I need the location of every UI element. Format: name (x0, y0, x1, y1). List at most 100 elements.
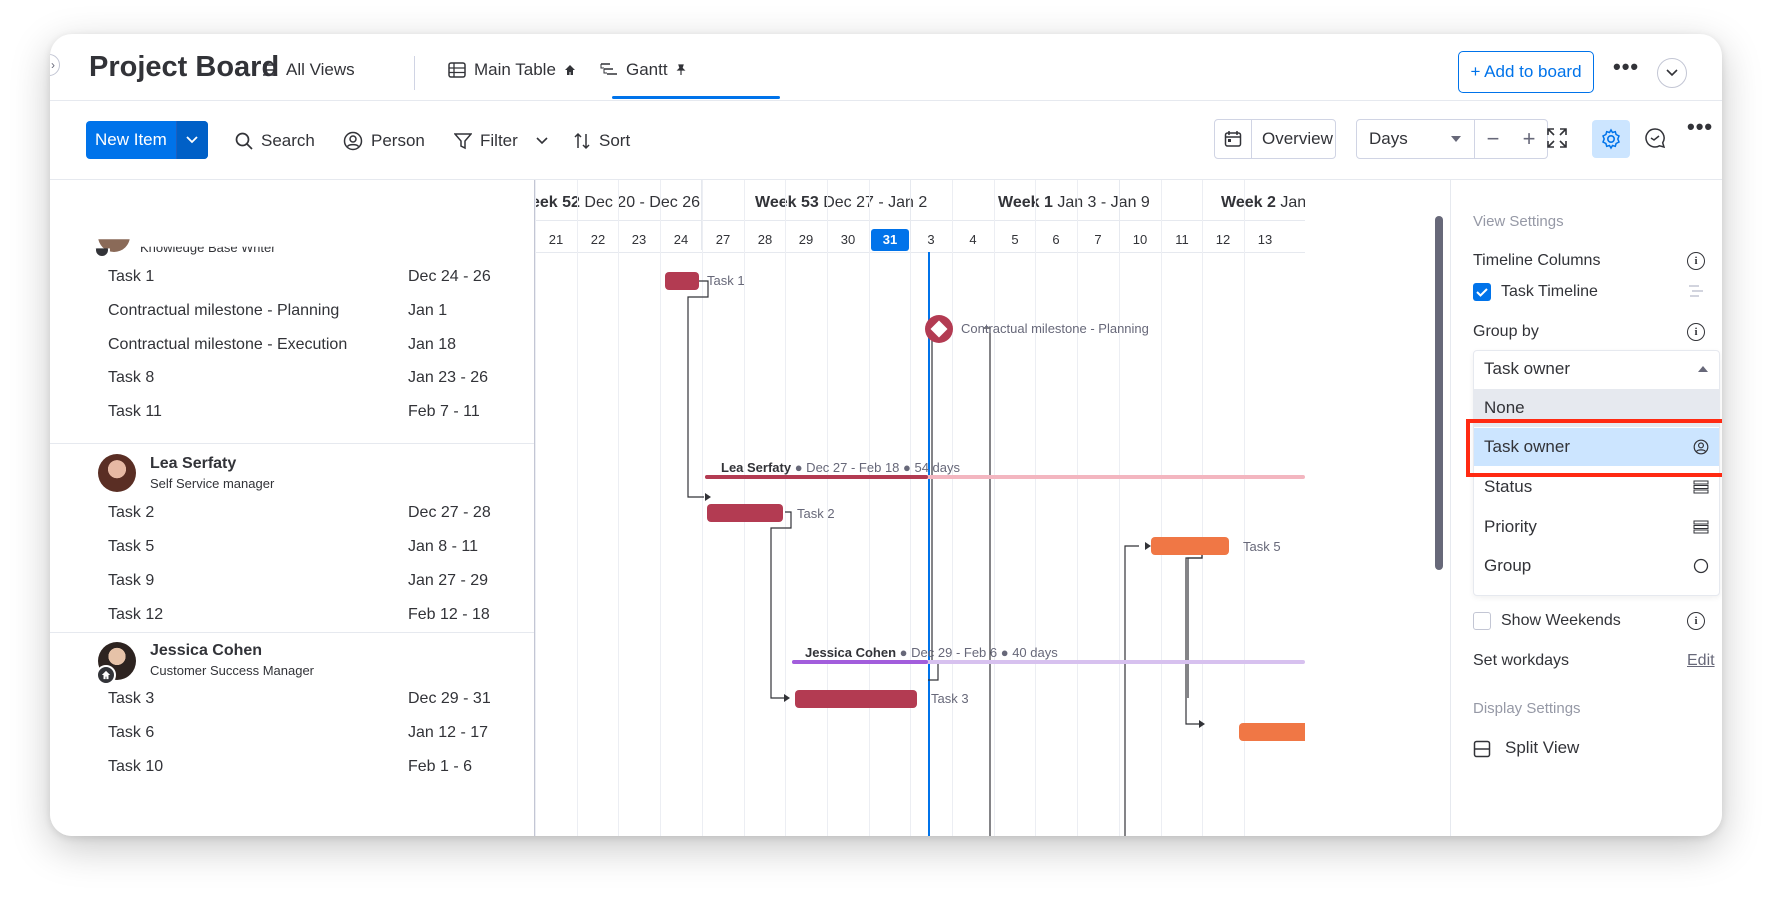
info-icon[interactable]: i (1687, 323, 1705, 341)
week-number: Week 2 (1221, 194, 1276, 211)
group-by-option-group[interactable]: Group (1474, 547, 1719, 585)
task-bar[interactable] (707, 504, 783, 522)
task-row[interactable]: Task 2 Dec 27 - 28 (108, 498, 508, 528)
tab-all-views[interactable]: All Views (262, 54, 355, 86)
task-timeline-checkbox[interactable] (1473, 283, 1491, 301)
task-dates: Dec 29 - 31 (408, 690, 491, 707)
task-bar-label: Task 3 (931, 691, 969, 706)
gear-icon (1602, 128, 1620, 150)
filter-label: Filter (480, 131, 518, 150)
task-dates: Jan 18 (408, 336, 457, 353)
zoom-select-value: Days (1369, 129, 1408, 148)
show-weekends-checkbox[interactable] (1473, 612, 1491, 630)
week-number: Week 53 (755, 194, 819, 211)
tab-all-views-label: All Views (286, 60, 355, 79)
new-item-button[interactable]: New Item (86, 121, 208, 159)
avatar (98, 454, 136, 492)
page-title: Project Board (89, 51, 280, 83)
task-bar[interactable] (665, 272, 699, 290)
week-range: Jan 3 - Jan 9 (1057, 194, 1150, 211)
person-filter-button[interactable]: Person (343, 126, 425, 156)
day-gridline (827, 180, 828, 836)
filter-button[interactable]: Filter (454, 126, 548, 156)
option-label: Status (1484, 477, 1533, 496)
summary-details: ● Dec 29 - Feb 6 ● 40 days (899, 645, 1058, 660)
day-label: 7 (1094, 232, 1102, 247)
option-label: Task owner (1484, 437, 1570, 456)
split-view-label[interactable]: Split View (1505, 738, 1580, 757)
owner-role: Self Service manager (150, 476, 275, 491)
owner-role: Customer Success Manager (150, 663, 315, 678)
today-badge: 31 (871, 229, 909, 251)
day-gridline (910, 180, 911, 836)
week-header: Week 53 Dec 27 - Jan 2 (755, 194, 927, 212)
add-to-board-button[interactable]: + Add to board (1458, 51, 1594, 93)
more-options-icon[interactable]: ••• (1613, 54, 1640, 79)
overview-button[interactable]: Overview (1214, 119, 1336, 159)
task-row[interactable]: Task 11 Feb 7 - 11 (108, 397, 508, 427)
expand-header-button[interactable] (1657, 58, 1687, 88)
group-summary-progress (705, 475, 928, 479)
task-row[interactable]: Contractual milestone - Planning Jan 1 (108, 296, 508, 326)
edit-workdays-link[interactable]: Edit (1687, 652, 1715, 669)
day-label: 24 (673, 232, 689, 247)
group-by-option-task-owner[interactable]: Task owner (1474, 428, 1719, 466)
task-row[interactable]: Task 3 Dec 29 - 31 (108, 684, 508, 714)
day-label: 11 (1175, 232, 1189, 247)
new-item-dropdown[interactable] (175, 121, 208, 159)
group-by-option-status[interactable]: Status (1474, 468, 1719, 506)
day-gridline (535, 180, 536, 836)
sort-button[interactable]: Sort (573, 126, 630, 156)
tab-gantt[interactable]: Gantt (600, 54, 686, 86)
milestone-marker[interactable] (923, 313, 955, 350)
fullscreen-button[interactable] (1546, 127, 1568, 154)
tab-main-table[interactable]: Main Table (448, 54, 576, 86)
chevron-down-icon (186, 136, 199, 144)
vertical-scrollbar[interactable] (1435, 216, 1443, 570)
group-by-select[interactable]: Task owner (1474, 351, 1719, 387)
task-row[interactable]: Task 8 Jan 23 - 26 (108, 363, 508, 393)
task-row[interactable]: Task 1 Dec 24 - 26 (108, 262, 508, 292)
day-label: 22 (590, 232, 606, 247)
group-summary-label: Jessica Cohen ● Dec 29 - Feb 6 ● 40 days (805, 645, 1058, 660)
info-icon[interactable]: i (1687, 612, 1705, 630)
priority-column-icon (1693, 520, 1709, 534)
task-name: Task 2 (108, 504, 155, 521)
zoom-select[interactable]: Days (1357, 120, 1475, 158)
week-header: Week 2 Jan 10 - Jan 16 (1221, 194, 1305, 212)
show-weekends-label: Show Weekends (1501, 612, 1621, 629)
settings-button[interactable] (1592, 120, 1630, 158)
pin-icon (676, 64, 686, 75)
gantt-icon (600, 63, 617, 75)
week-range: Jan 10 - Jan 16 (1280, 194, 1305, 211)
week-number: Week 1 (998, 194, 1053, 211)
zoom-out-button[interactable]: − (1486, 126, 1500, 151)
task-row[interactable]: Contractual milestone - Execution Jan 18 (108, 330, 508, 360)
info-icon[interactable]: i (1687, 252, 1705, 270)
task-row[interactable]: Task 12 Feb 12 - 18 (108, 600, 508, 630)
task-dates: Feb 7 - 11 (408, 403, 480, 420)
week-divider (910, 180, 911, 250)
task-bar[interactable] (1151, 537, 1229, 555)
app-window: › Project Board All Views Main Table Gan… (50, 34, 1722, 836)
collapse-sidebar-button[interactable]: › (50, 54, 60, 76)
day-gridline (1035, 180, 1036, 836)
task-row[interactable]: Task 9 Jan 27 - 29 (108, 566, 508, 596)
task-row[interactable]: Task 5 Jan 8 - 11 (108, 532, 508, 562)
home-icon (101, 670, 111, 680)
task-name: Task 1 (108, 268, 155, 285)
task-row[interactable]: Task 10 Feb 1 - 6 (108, 752, 508, 782)
toolbar-more-icon[interactable]: ••• (1687, 114, 1714, 139)
day-gridline (660, 180, 661, 836)
task-bar[interactable] (1239, 723, 1305, 741)
day-gridline (618, 180, 619, 836)
search-button[interactable]: Search (235, 126, 315, 156)
sort-icon (574, 132, 590, 150)
new-item-label: New Item (95, 130, 167, 149)
group-by-option-priority[interactable]: Priority (1474, 508, 1719, 546)
day-label: 28 (757, 232, 773, 247)
updates-button[interactable] (1644, 127, 1666, 154)
task-bar[interactable] (795, 690, 917, 708)
task-row[interactable]: Task 6 Jan 12 - 17 (108, 718, 508, 748)
zoom-in-button[interactable]: + (1522, 126, 1536, 151)
